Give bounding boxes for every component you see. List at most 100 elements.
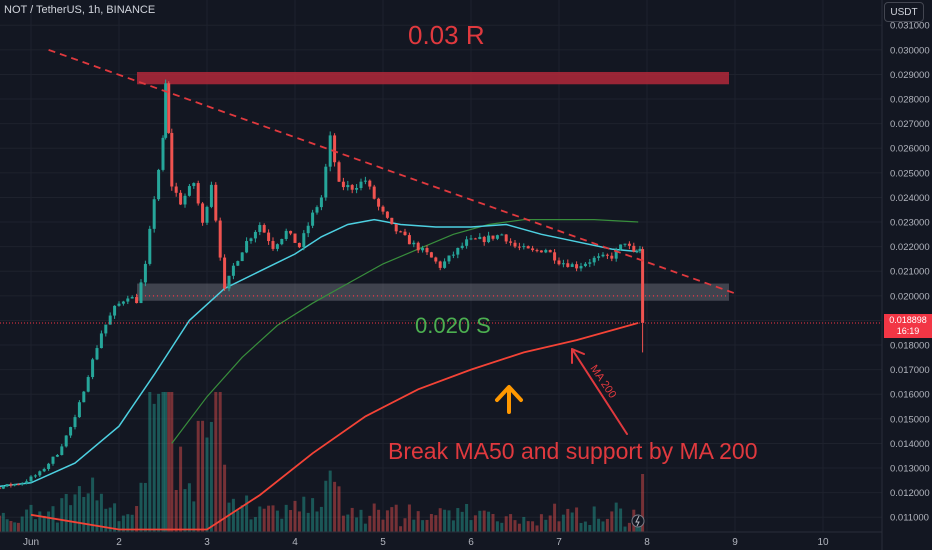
volume-bar <box>443 509 447 532</box>
volume-bar <box>297 511 301 532</box>
volume-bar <box>302 496 306 532</box>
volume-bar <box>509 514 513 532</box>
candle-body <box>377 198 381 207</box>
price-tick-label: 0.021000 <box>890 267 930 278</box>
volume-bar <box>544 519 548 532</box>
candle-body <box>13 484 17 486</box>
volume-bar <box>95 500 99 532</box>
volume-bar <box>187 483 191 532</box>
volume-bar <box>55 522 59 532</box>
volume-bar <box>91 477 95 532</box>
candle-body <box>355 188 359 190</box>
volume-bar <box>231 498 235 532</box>
volume-bar <box>447 510 451 532</box>
volume-bar <box>425 519 429 532</box>
price-tick-label: 0.031000 <box>890 21 930 32</box>
candle-body <box>167 83 171 133</box>
volume-bar <box>253 517 257 532</box>
price-tick-label: 0.022000 <box>890 242 930 253</box>
volume-bar <box>381 519 385 532</box>
bar-countdown: 16:19 <box>896 326 920 336</box>
volume-bar <box>0 515 2 532</box>
candle-body <box>434 257 438 262</box>
candle-body <box>438 261 442 268</box>
volume-bar <box>390 507 394 532</box>
candle-body <box>350 185 354 190</box>
candle-body <box>324 166 328 198</box>
candle-body <box>487 235 491 243</box>
volume-bar <box>13 522 17 532</box>
candle-body <box>55 454 59 457</box>
price-tick-label: 0.030000 <box>890 45 930 56</box>
moving-averages <box>0 218 639 531</box>
volume-bar <box>614 502 618 532</box>
symbol-title[interactable]: NOT / TetherUS, 1h, BINANCE <box>4 4 156 16</box>
price-tick-label: 0.011000 <box>890 513 929 524</box>
candle-body <box>385 211 389 218</box>
candle-body <box>51 456 55 464</box>
candle-body <box>451 254 455 256</box>
candle-body <box>262 225 266 233</box>
volume-bar <box>456 508 460 532</box>
time-tick-label: 7 <box>556 537 562 548</box>
volume-bar <box>73 494 77 532</box>
volume-bar <box>372 503 376 532</box>
volume-bar <box>262 508 266 532</box>
volume-bar <box>495 521 499 532</box>
volume-bar <box>218 392 222 532</box>
candle-body <box>469 238 473 240</box>
volume-bar <box>553 503 557 532</box>
price-tick-label: 0.014000 <box>890 439 930 450</box>
candle-body <box>29 476 33 482</box>
candle-body <box>509 241 513 243</box>
candle-body <box>641 249 645 323</box>
volume-bar <box>306 512 310 532</box>
volume-bar <box>77 486 81 532</box>
candle-body <box>271 241 275 249</box>
volume-bar <box>434 515 438 532</box>
volume-bar <box>148 392 152 532</box>
candle-body <box>372 186 376 199</box>
volume-bar <box>293 500 297 532</box>
candle-body <box>214 184 218 221</box>
volume-bar <box>597 518 601 532</box>
volume-bar <box>164 392 168 532</box>
time-tick-label: 10 <box>817 537 829 548</box>
candle-body <box>500 234 504 236</box>
volume-bar <box>258 506 262 532</box>
volume-bar <box>196 420 200 532</box>
candle-body <box>544 250 548 253</box>
volume-bar <box>341 515 345 532</box>
ma50-line <box>0 218 639 488</box>
volume-bar <box>192 501 196 532</box>
volume-bar <box>174 489 178 532</box>
candle-body <box>218 220 222 258</box>
volume-bar <box>183 489 187 532</box>
candle-body <box>368 180 372 187</box>
candle-body <box>425 248 429 253</box>
volume-bar <box>610 511 614 532</box>
candle-body <box>267 232 271 242</box>
candle-body <box>610 255 614 259</box>
candle-body <box>126 298 130 302</box>
candle-body <box>491 235 495 239</box>
candle-body <box>161 137 165 170</box>
volume-bar <box>517 523 521 532</box>
candle-body <box>623 243 627 245</box>
time-tick-label: 6 <box>468 537 474 548</box>
volume-bars <box>0 392 645 532</box>
currency-button[interactable]: USDT <box>884 2 924 22</box>
volume-bar <box>638 522 642 532</box>
candle-body <box>227 275 231 289</box>
candle-body <box>187 186 191 196</box>
volume-bar <box>473 515 477 532</box>
volume-bar <box>99 493 103 532</box>
candle-body <box>614 249 618 259</box>
candle-body <box>196 183 200 204</box>
price-tick-label: 0.015000 <box>890 414 930 425</box>
volume-bar <box>47 511 51 532</box>
candle-body <box>575 264 579 269</box>
candle-body <box>513 242 517 247</box>
